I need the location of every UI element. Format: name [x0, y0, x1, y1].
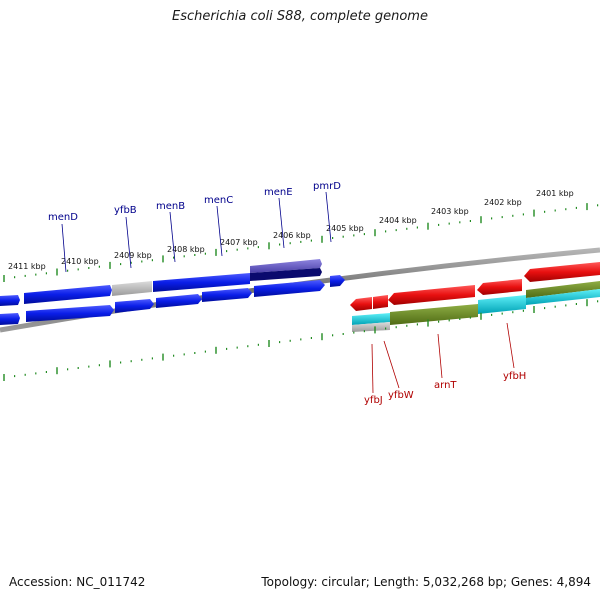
gene-arrow-cyan	[352, 313, 390, 325]
gene-label-mend[interactable]: menD	[48, 212, 78, 223]
kbp-label: 2410 kbp	[61, 257, 99, 266]
gene-label-mene[interactable]: menE	[264, 187, 293, 198]
genome-summary-text: Topology: circular; Length: 5,032,268 bp…	[261, 575, 591, 589]
kbp-label: 2408 kbp	[167, 245, 205, 254]
gene-leader-line	[383, 340, 400, 389]
forward-strand-genes	[0, 259, 345, 325]
reverse-strand-genes	[350, 262, 600, 332]
gene-label-menc[interactable]: menC	[204, 195, 233, 206]
gene-arrow	[24, 285, 112, 304]
gene-label-arnt[interactable]: arnT	[434, 380, 457, 391]
kbp-label: 2404 kbp	[379, 216, 417, 225]
reverse-gene-labels: yfbJ yfbW arnT yfbH	[364, 322, 526, 406]
gene-arrow	[26, 305, 114, 322]
gene-arrow-olive	[526, 281, 600, 298]
gene-arrow-cyan	[526, 289, 600, 305]
genome-title: Escherichia coli S88, complete genome	[172, 9, 428, 24]
gene-arrow-red	[350, 297, 372, 311]
gene-label-menb[interactable]: menB	[156, 201, 185, 212]
gene-leader-line	[437, 333, 443, 379]
kbp-label: 2406 kbp	[273, 231, 311, 240]
gene-leader-line	[61, 223, 67, 273]
gene-arrow	[0, 313, 20, 325]
gene-arrow-dark	[250, 268, 322, 281]
gene-arrow-cyan	[478, 295, 526, 314]
tick-ring-outer	[3, 203, 599, 282]
forward-gene-labels: menD yfbB menB menC menE pmrD	[48, 181, 341, 273]
gene-arrow-gray	[112, 281, 152, 296]
gene-leader-line	[325, 191, 332, 243]
gene-arrow	[254, 280, 325, 297]
gene-leader-line	[278, 197, 285, 249]
gene-arrow-small	[330, 275, 345, 287]
gene-label-yfbj[interactable]: yfbJ	[364, 395, 383, 406]
gene-leader-line	[169, 211, 176, 263]
kbp-label: 2401 kbp	[536, 189, 574, 198]
gene-label-yfbb[interactable]: yfbB	[114, 205, 137, 216]
gene-leader-line	[125, 216, 132, 269]
kbp-label: 2402 kbp	[484, 198, 522, 207]
gene-arrow	[202, 288, 252, 302]
gene-arrow-red	[373, 295, 388, 309]
gene-label-yfbh[interactable]: yfbH	[503, 371, 526, 382]
gene-label-pmrd[interactable]: pmrD	[313, 181, 341, 192]
gene-arrow-red	[388, 285, 475, 305]
gene-arrow	[115, 299, 154, 313]
kbp-label: 2411 kbp	[8, 262, 46, 271]
kbp-scale: 2411 kbp 2410 kbp 2409 kbp 2408 kbp 2407…	[8, 189, 574, 271]
gene-arrow-olive	[390, 304, 478, 325]
gene-leader-line	[216, 205, 223, 257]
gene-leader-line	[371, 343, 374, 394]
kbp-label: 2403 kbp	[431, 207, 469, 216]
gene-arrow-gray	[352, 322, 390, 332]
kbp-label: 2407 kbp	[220, 238, 258, 247]
gene-arrow-red	[524, 262, 600, 282]
accession-text: Accession: NC_011742	[9, 575, 146, 589]
kbp-label: 2405 kbp	[326, 224, 364, 233]
gene-leader-line	[506, 322, 515, 369]
gene-arrow	[156, 294, 202, 308]
gene-arrow-red	[477, 279, 522, 295]
tick-ring-inner	[3, 299, 599, 381]
kbp-label: 2409 kbp	[114, 251, 152, 260]
gene-arrow	[153, 273, 250, 292]
gene-arrow	[0, 295, 20, 306]
gene-label-yfbw[interactable]: yfbW	[388, 390, 414, 401]
gene-arrow-purple	[250, 259, 322, 273]
